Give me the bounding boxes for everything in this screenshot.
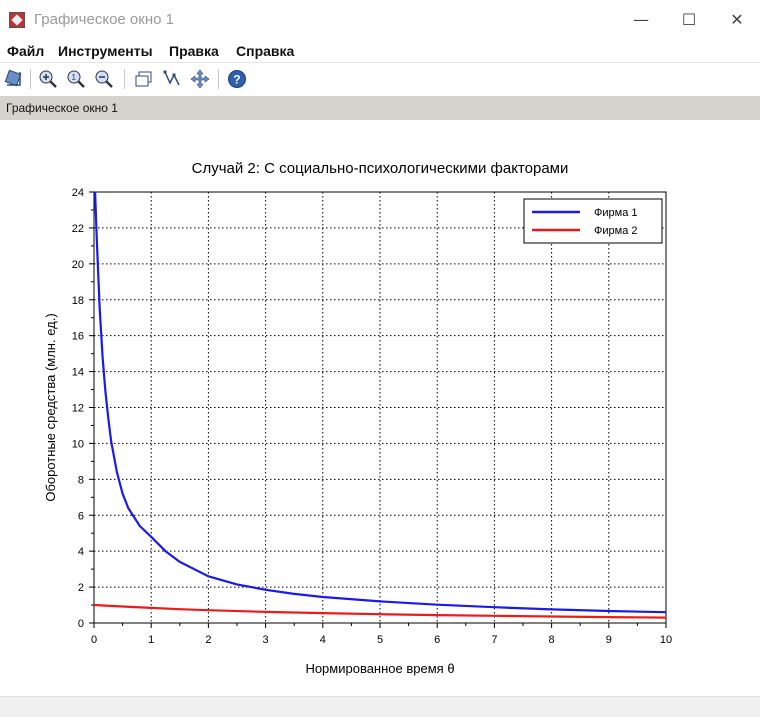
grid bbox=[94, 192, 666, 623]
status-bar bbox=[0, 696, 760, 717]
pan-icon[interactable] bbox=[190, 69, 210, 89]
plot-area: 0 1 2 3 4 5 6 7 8 9 10 0 2 4 6 8 10 12 14 16 18 20 22 24 Случай… bbox=[0, 120, 760, 696]
x-tick-label: 5 bbox=[377, 634, 383, 646]
y-tick-label: 12 bbox=[72, 403, 84, 415]
window-title: Графическое окно 1 bbox=[34, 11, 174, 28]
figure-tab-bar: Графическое окно 1 bbox=[0, 96, 760, 120]
x-tick-label: 0 bbox=[91, 634, 97, 646]
title-bar: Графическое окно 1 — ☐ ✕ bbox=[0, 0, 760, 40]
menu-edit[interactable]: Правка bbox=[169, 43, 219, 59]
svg-text:1: 1 bbox=[72, 73, 77, 82]
legend: Фирма 1 Фирма 2 bbox=[523, 198, 663, 244]
legend-box bbox=[523, 198, 663, 244]
y-axis-label: Оборотные средства (млн. ед.) bbox=[43, 313, 58, 501]
toolbar-separator bbox=[218, 69, 219, 89]
zoom-out-icon[interactable] bbox=[94, 69, 114, 89]
minimize-icon[interactable]: — bbox=[633, 10, 649, 29]
y-tick-label: 0 bbox=[78, 618, 84, 630]
x-tick-label: 4 bbox=[320, 634, 326, 646]
close-icon[interactable]: ✕ bbox=[730, 10, 744, 29]
menu-file[interactable]: Файл bbox=[7, 43, 45, 59]
x-tick-label: 10 bbox=[660, 634, 672, 646]
toolbar-separator bbox=[124, 69, 125, 89]
menu-help[interactable]: Справка bbox=[236, 43, 295, 59]
x-tick-label: 2 bbox=[205, 634, 211, 646]
y-tick-label: 16 bbox=[72, 331, 84, 343]
help-icon[interactable]: ? bbox=[227, 69, 247, 89]
x-tick-label: 3 bbox=[263, 634, 269, 646]
x-tick-label: 1 bbox=[148, 634, 154, 646]
y-tick-label: 6 bbox=[78, 510, 84, 522]
y-tick-label: 18 bbox=[72, 295, 84, 307]
y-tick-label: 4 bbox=[78, 546, 84, 558]
scilab-app-icon bbox=[9, 12, 25, 28]
zoom-reset-icon[interactable]: 1 bbox=[66, 69, 86, 89]
series-group bbox=[93, 191, 667, 619]
x-tick-label: 8 bbox=[549, 634, 555, 646]
datatip-icon[interactable] bbox=[134, 69, 154, 89]
maximize-icon[interactable]: ☐ bbox=[681, 10, 697, 29]
series-line-1 bbox=[94, 191, 667, 614]
rotate-icon[interactable] bbox=[4, 69, 24, 89]
y-tick-label: 14 bbox=[72, 367, 84, 379]
toolbar: 1 ? bbox=[0, 62, 760, 96]
y-tick-label: 22 bbox=[72, 223, 84, 235]
menu-tools[interactable]: Инструменты bbox=[58, 43, 153, 59]
y-tick-label: 2 bbox=[78, 582, 84, 594]
y-tick-label: 8 bbox=[78, 474, 84, 486]
y-tick-label: 24 bbox=[72, 187, 84, 199]
zoom-in-icon[interactable] bbox=[38, 69, 58, 89]
edit-curve-icon[interactable] bbox=[162, 69, 182, 89]
menu-bar: Файл Инструменты Правка Справка bbox=[0, 40, 760, 62]
series-line-2 bbox=[93, 603, 667, 619]
x-tick-label: 9 bbox=[606, 634, 612, 646]
y-tick-label: 20 bbox=[72, 259, 84, 271]
x-tick-label: 7 bbox=[491, 634, 497, 646]
x-tick-label: 6 bbox=[434, 634, 440, 646]
legend-label-1: Фирма 1 bbox=[594, 207, 637, 219]
legend-label-2: Фирма 2 bbox=[594, 225, 637, 237]
figure-tab-label[interactable]: Графическое окно 1 bbox=[6, 101, 118, 115]
svg-text:?: ? bbox=[233, 73, 240, 87]
toolbar-separator bbox=[30, 69, 31, 89]
chart-title: Случай 2: С социально-психологическими ф… bbox=[192, 160, 569, 177]
y-tick-label: 10 bbox=[72, 438, 84, 450]
x-axis-label: Нормированное время θ bbox=[305, 661, 454, 676]
